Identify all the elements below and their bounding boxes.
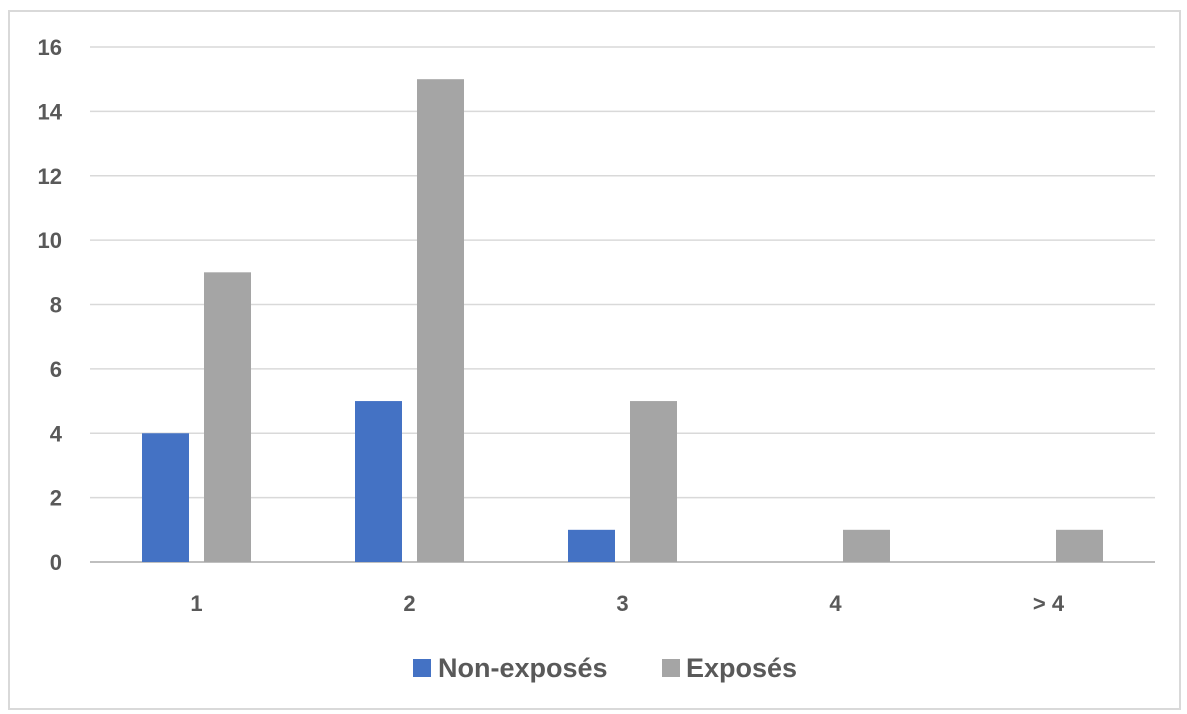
y-tick-label: 16 bbox=[38, 35, 62, 60]
chart-frame: 0 2 4 6 8 10 12 14 16 1 2 3 4 > 4 Non-exposés Exposés bbox=[8, 10, 1181, 710]
legend-label-non-exposes: Non-exposés bbox=[438, 653, 608, 683]
bar-non-exposes-2 bbox=[355, 401, 402, 562]
x-tick-label: 1 bbox=[190, 591, 202, 616]
y-tick-label: 12 bbox=[38, 164, 62, 189]
bar-exposes-3 bbox=[630, 401, 677, 562]
bar-exposes-5 bbox=[1056, 529, 1103, 562]
bar-exposes-2 bbox=[417, 79, 464, 562]
y-tick-label: 6 bbox=[50, 357, 62, 382]
gridlines bbox=[90, 46, 1155, 563]
legend-swatch-exposes bbox=[662, 659, 680, 677]
x-axis-ticks: 1 2 3 4 > 4 bbox=[190, 591, 1064, 616]
bars bbox=[142, 79, 1103, 562]
y-axis-ticks: 0 2 4 6 8 10 12 14 16 bbox=[38, 35, 63, 575]
y-tick-label: 0 bbox=[50, 550, 62, 575]
bar-non-exposes-1 bbox=[142, 433, 189, 562]
bar-non-exposes-3 bbox=[568, 529, 615, 562]
legend: Non-exposés Exposés bbox=[413, 653, 797, 683]
legend-swatch-non-exposes bbox=[413, 659, 431, 677]
bar-exposes-1 bbox=[204, 272, 251, 562]
x-tick-label: 2 bbox=[403, 591, 415, 616]
x-tick-label: 3 bbox=[616, 591, 628, 616]
y-tick-label: 10 bbox=[38, 228, 62, 253]
legend-label-exposes: Exposés bbox=[686, 653, 797, 683]
y-tick-label: 2 bbox=[50, 486, 62, 511]
x-tick-label: 4 bbox=[829, 591, 842, 616]
y-tick-label: 14 bbox=[38, 99, 63, 124]
bar-exposes-4 bbox=[843, 529, 890, 562]
x-tick-label: > 4 bbox=[1033, 591, 1065, 616]
y-tick-label: 4 bbox=[50, 421, 63, 446]
y-tick-label: 8 bbox=[50, 293, 62, 318]
